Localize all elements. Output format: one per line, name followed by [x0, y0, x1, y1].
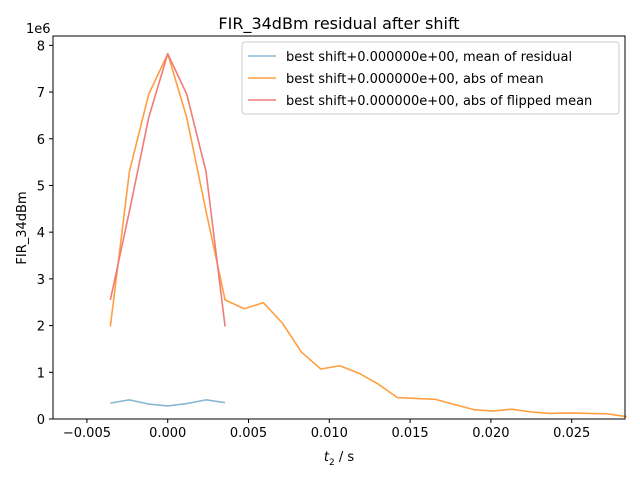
x-tick-label: 0.010 — [311, 426, 348, 441]
legend-label-1: best shift+0.000000e+00, mean of residua… — [286, 50, 572, 65]
y-tick-label: 1 — [37, 366, 45, 381]
y-tick-label: 8 — [37, 39, 45, 54]
series-line-2 — [109, 52, 627, 418]
y-tick-label: 2 — [37, 320, 45, 335]
x-tick-label: 0.025 — [553, 426, 590, 441]
axis-ticks: −0.005 0.000 0.005 0.010 0.015 0.020 0.025 0 1 2 3… — [37, 39, 591, 441]
chart-title: FIR_34dBm residual after shift — [218, 14, 459, 34]
series-lines — [109, 52, 627, 418]
x-axis-label: t2 / s — [324, 450, 354, 468]
legend-label-3: best shift+0.000000e+00, abs of flipped … — [286, 94, 592, 109]
legend-box — [241, 41, 620, 115]
legend-label-2: best shift+0.000000e+00, abs of mean — [286, 72, 544, 87]
y-tick-label: 6 — [37, 133, 45, 148]
y-tick-label: 0 — [37, 413, 45, 428]
legend: best shift+0.000000e+00, mean of residua… — [241, 41, 620, 115]
series-line-1 — [110, 399, 226, 407]
y-offset-label: 1e6 — [26, 22, 51, 37]
x-axis-label-subscript: 2 — [329, 458, 335, 468]
y-tick-label: 7 — [37, 86, 45, 101]
y-tick-label: 4 — [37, 226, 45, 241]
y-tick-label: 5 — [37, 179, 45, 194]
y-axis-label: FIR_34dBm — [15, 191, 30, 264]
x-axis-label-unit: / s — [335, 450, 355, 465]
x-tick-label: −0.005 — [63, 426, 111, 441]
y-tick-label: 3 — [37, 273, 45, 288]
plot-frame — [52, 35, 626, 420]
x-tick-label: 0.005 — [230, 426, 267, 441]
x-axis-label-main: t — [324, 450, 330, 465]
series-line-3 — [109, 52, 226, 327]
x-tick-label: 0.020 — [472, 426, 509, 441]
x-tick-label: 0.015 — [391, 426, 428, 441]
x-tick-label: 0.000 — [149, 426, 186, 441]
